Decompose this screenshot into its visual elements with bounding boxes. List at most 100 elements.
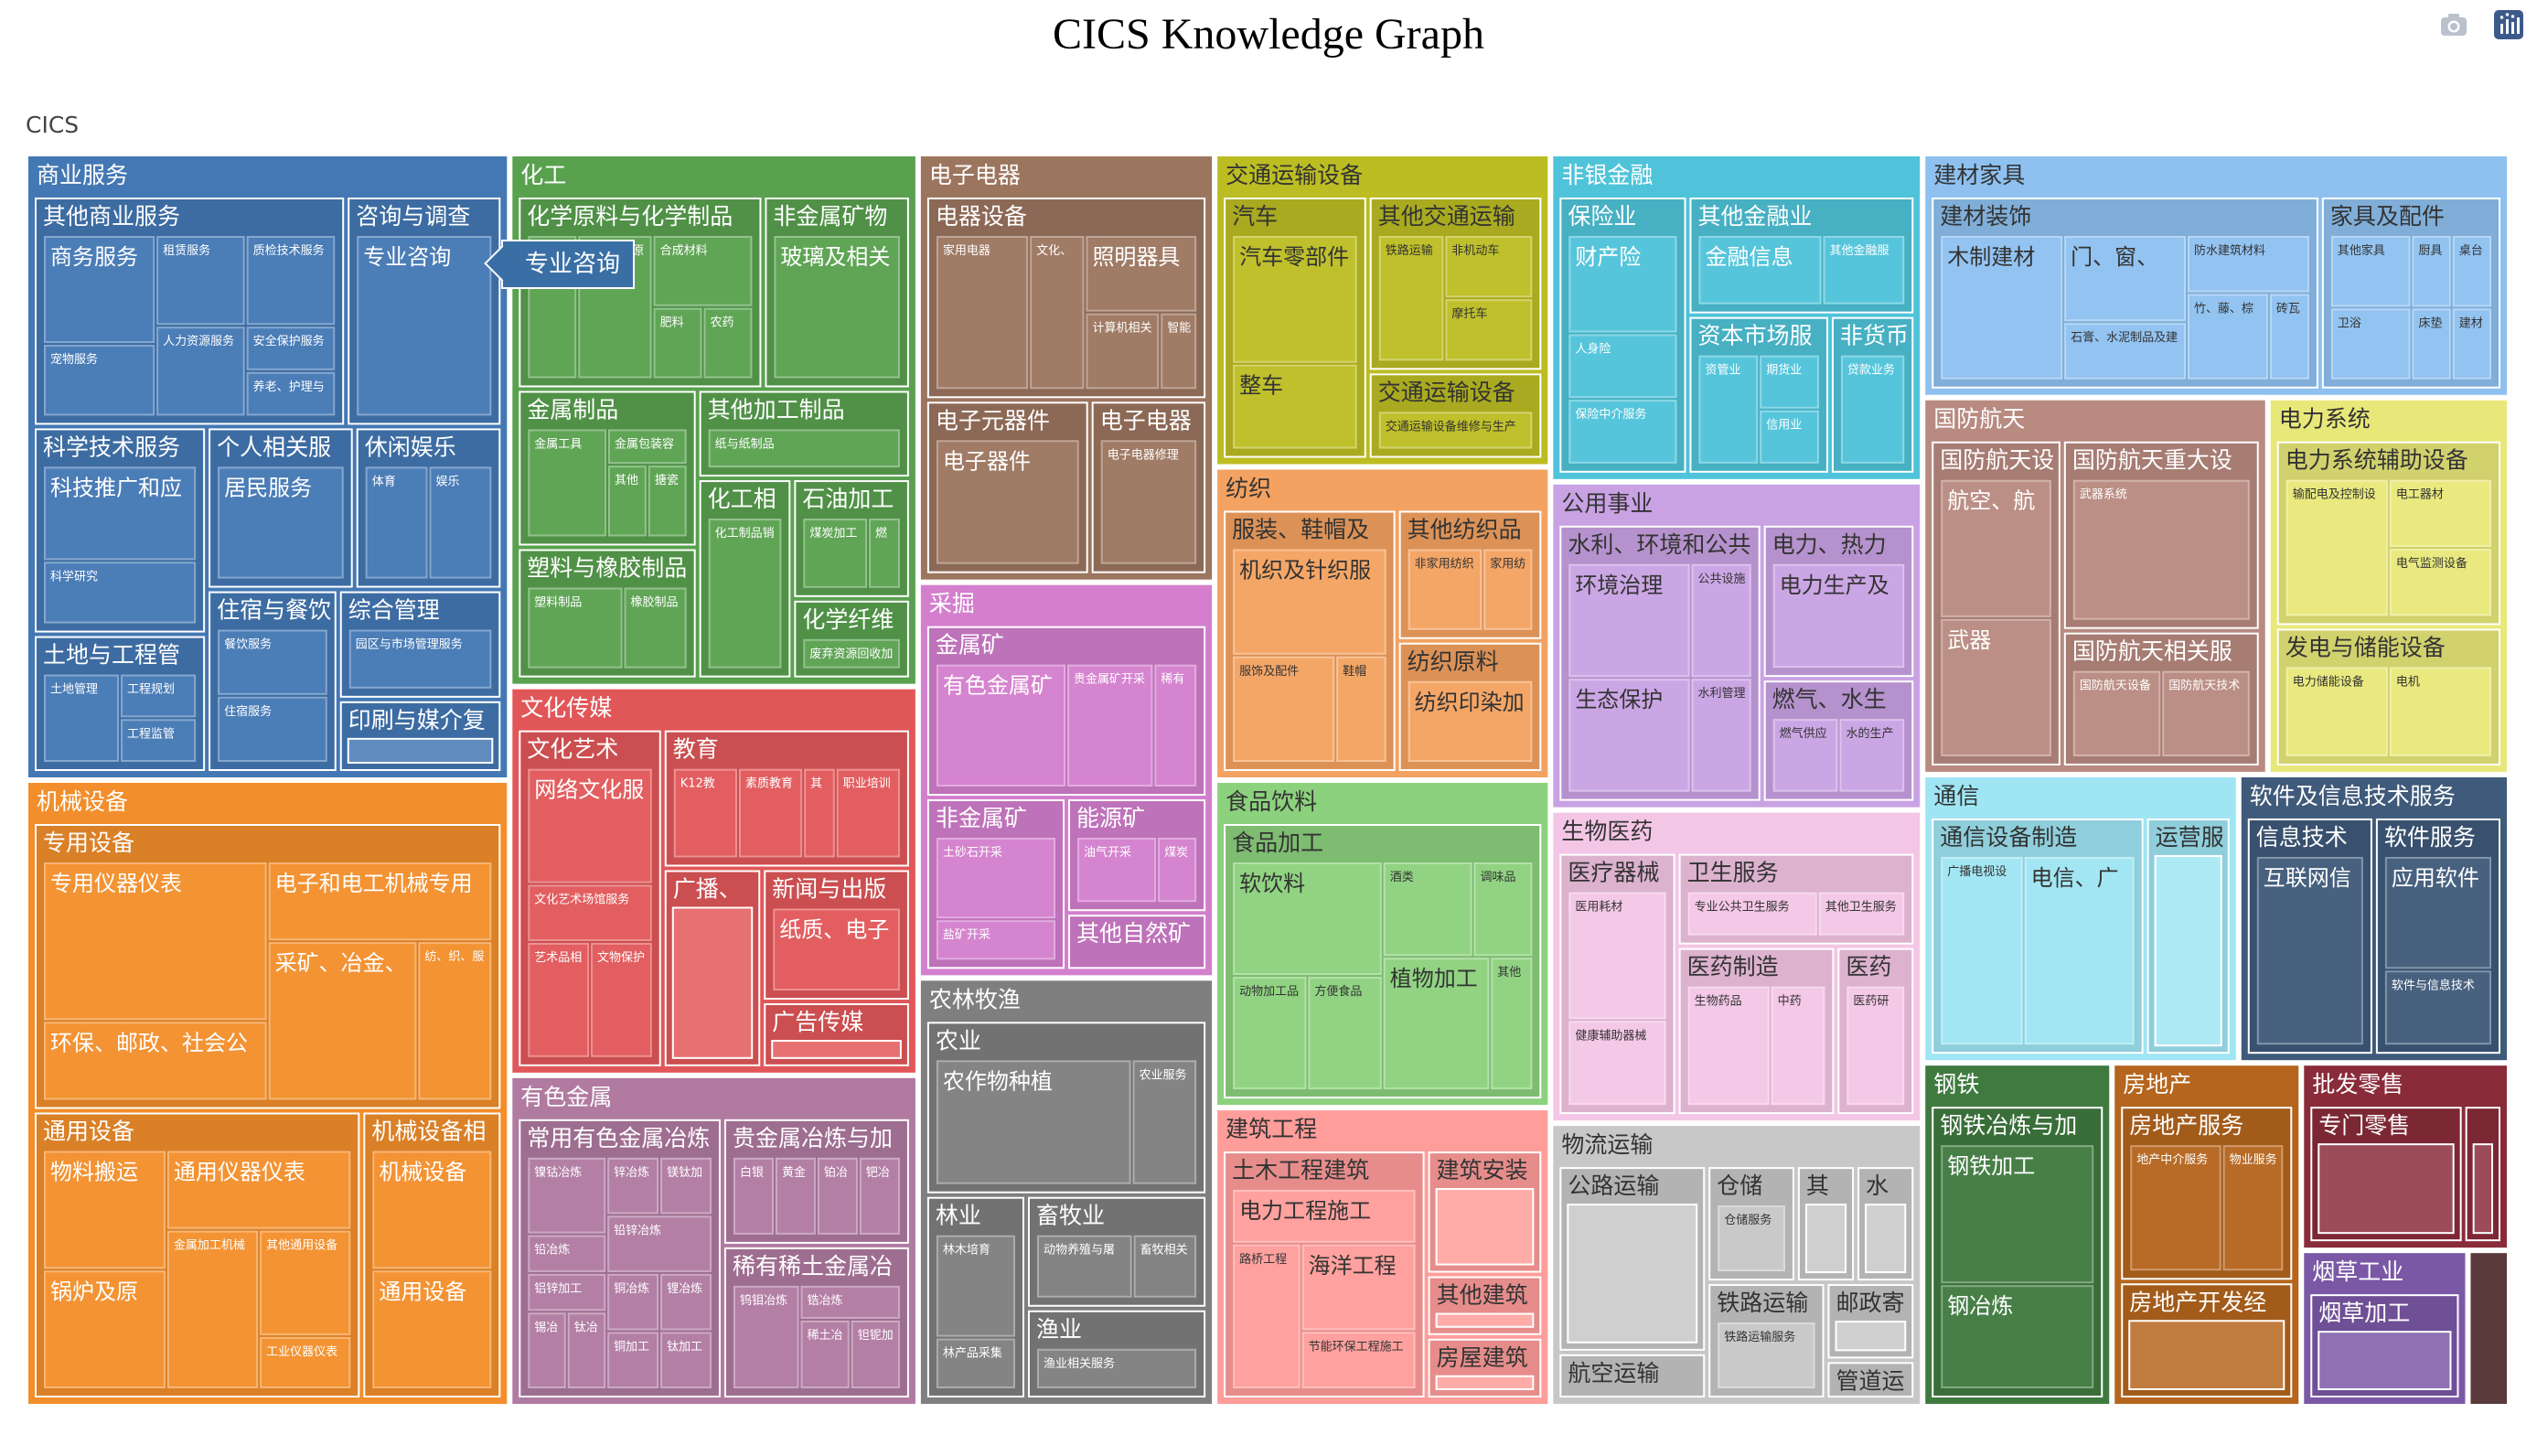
industry-197[interactable]	[1823, 236, 1905, 305]
industry-252[interactable]	[2330, 308, 2411, 380]
root-breadcrumb[interactable]: CICS	[26, 112, 80, 138]
industry-259[interactable]	[1941, 479, 2051, 617]
industry-52[interactable]	[653, 307, 702, 379]
industry-168[interactable]	[1408, 680, 1533, 762]
industry-272[interactable]	[2285, 667, 2388, 756]
industry-99[interactable]	[567, 1312, 606, 1388]
industry-118[interactable]	[1086, 236, 1197, 312]
industry-196[interactable]	[1698, 236, 1822, 305]
industry-16[interactable]	[121, 674, 197, 718]
industry-58[interactable]	[607, 429, 687, 465]
industry-213[interactable]	[1772, 719, 1838, 792]
leaf-placeholder-300[interactable]	[2472, 1143, 2493, 1235]
industry-102[interactable]	[607, 1332, 659, 1388]
industry-113[interactable]	[851, 1320, 900, 1388]
industry-15[interactable]	[44, 674, 120, 762]
industry-262[interactable]	[2072, 479, 2250, 620]
industry-92[interactable]	[528, 1157, 606, 1234]
industry-245[interactable]	[2064, 236, 2186, 322]
leaf-placeholder-229[interactable]	[1567, 1204, 1698, 1344]
industry-209[interactable]	[1691, 679, 1751, 792]
industry-139[interactable]	[936, 1060, 1131, 1184]
industry-72[interactable]	[803, 638, 900, 669]
industry-108[interactable]	[859, 1157, 900, 1235]
industry-152[interactable]	[1233, 364, 1357, 449]
industry-165[interactable]	[1408, 549, 1483, 630]
industry-67[interactable]	[708, 519, 782, 669]
industry-46[interactable]	[372, 1270, 492, 1388]
industry-142[interactable]	[936, 1235, 1015, 1337]
industry-97[interactable]	[528, 1273, 606, 1311]
industry-32[interactable]	[44, 862, 267, 1021]
industry-221[interactable]	[1818, 892, 1905, 936]
industry-38[interactable]	[44, 1151, 166, 1269]
leaf-placeholder-236[interactable]	[1865, 1204, 1907, 1274]
industry-244[interactable]	[1941, 236, 2063, 380]
leaf-placeholder-185[interactable]	[1435, 1188, 1535, 1266]
industry-220[interactable]	[1687, 892, 1817, 936]
industry-254[interactable]	[2452, 236, 2491, 307]
industry-285[interactable]	[2384, 970, 2492, 1045]
industry-134[interactable]	[1077, 838, 1157, 903]
leaf-placeholder-29[interactable]	[347, 737, 494, 764]
industry-39[interactable]	[44, 1270, 166, 1388]
industry-154[interactable]	[1378, 236, 1444, 361]
industry-111[interactable]	[800, 1285, 900, 1319]
leaf-placeholder-234[interactable]	[1804, 1204, 1847, 1274]
industry-163[interactable]	[1336, 656, 1386, 762]
industry-293[interactable]	[2222, 1145, 2284, 1271]
industry-17[interactable]	[121, 719, 197, 763]
leaf-placeholder-189[interactable]	[1435, 1375, 1535, 1391]
industry-98[interactable]	[528, 1312, 566, 1388]
industry-128[interactable]	[1067, 664, 1153, 787]
industry-101[interactable]	[660, 1273, 712, 1331]
industry-248[interactable]	[2187, 294, 2268, 380]
industry-193[interactable]	[1568, 334, 1677, 399]
industry-19[interactable]	[218, 466, 344, 579]
industry-112[interactable]	[800, 1320, 850, 1388]
industry-87[interactable]	[773, 908, 900, 991]
industry-199[interactable]	[1698, 355, 1759, 464]
industry-129[interactable]	[1154, 664, 1197, 787]
industry-156[interactable]	[1445, 299, 1533, 361]
industry-226[interactable]	[1847, 986, 1905, 1106]
industry-218[interactable]	[1568, 1021, 1666, 1106]
industry-282[interactable]	[2256, 856, 2363, 1045]
industry-8[interactable]	[246, 371, 336, 416]
industry-173[interactable]	[1308, 977, 1382, 1090]
industry-284[interactable]	[2384, 856, 2492, 969]
industry-77[interactable]	[528, 942, 590, 1057]
industry-273[interactable]	[2389, 667, 2491, 756]
industry-76[interactable]	[528, 884, 652, 941]
industry-100[interactable]	[607, 1273, 659, 1331]
industry-224[interactable]	[1771, 986, 1825, 1106]
industry-255[interactable]	[2412, 308, 2451, 380]
industry-132[interactable]	[936, 920, 1056, 960]
industry-172[interactable]	[1233, 977, 1307, 1090]
industry-96[interactable]	[607, 1215, 712, 1272]
industry-120[interactable]	[1161, 313, 1197, 390]
industry-81[interactable]	[738, 768, 803, 858]
industry-53[interactable]	[703, 307, 753, 379]
industry-265[interactable]	[2162, 670, 2250, 756]
industry-63[interactable]	[624, 587, 687, 669]
industry-140[interactable]	[1132, 1060, 1197, 1184]
industry-161[interactable]	[1233, 549, 1386, 655]
industry-175[interactable]	[1473, 862, 1533, 957]
industry-7[interactable]	[246, 327, 336, 370]
leaf-placeholder-295[interactable]	[2128, 1320, 2285, 1390]
industry-59[interactable]	[607, 466, 647, 537]
industry-83[interactable]	[836, 768, 900, 858]
industry-5[interactable]	[246, 236, 336, 326]
industry-238[interactable]	[1718, 1322, 1815, 1389]
industry-25[interactable]	[218, 696, 327, 762]
industry-180[interactable]	[1233, 1190, 1416, 1243]
industry-183[interactable]	[1301, 1332, 1416, 1389]
industry-21[interactable]	[365, 466, 428, 579]
industry-51[interactable]	[653, 236, 753, 306]
industry-24[interactable]	[218, 629, 327, 695]
industry-206[interactable]	[1568, 563, 1690, 678]
industry-78[interactable]	[591, 942, 652, 1057]
industry-82[interactable]	[804, 768, 835, 858]
industry-200[interactable]	[1760, 355, 1819, 409]
